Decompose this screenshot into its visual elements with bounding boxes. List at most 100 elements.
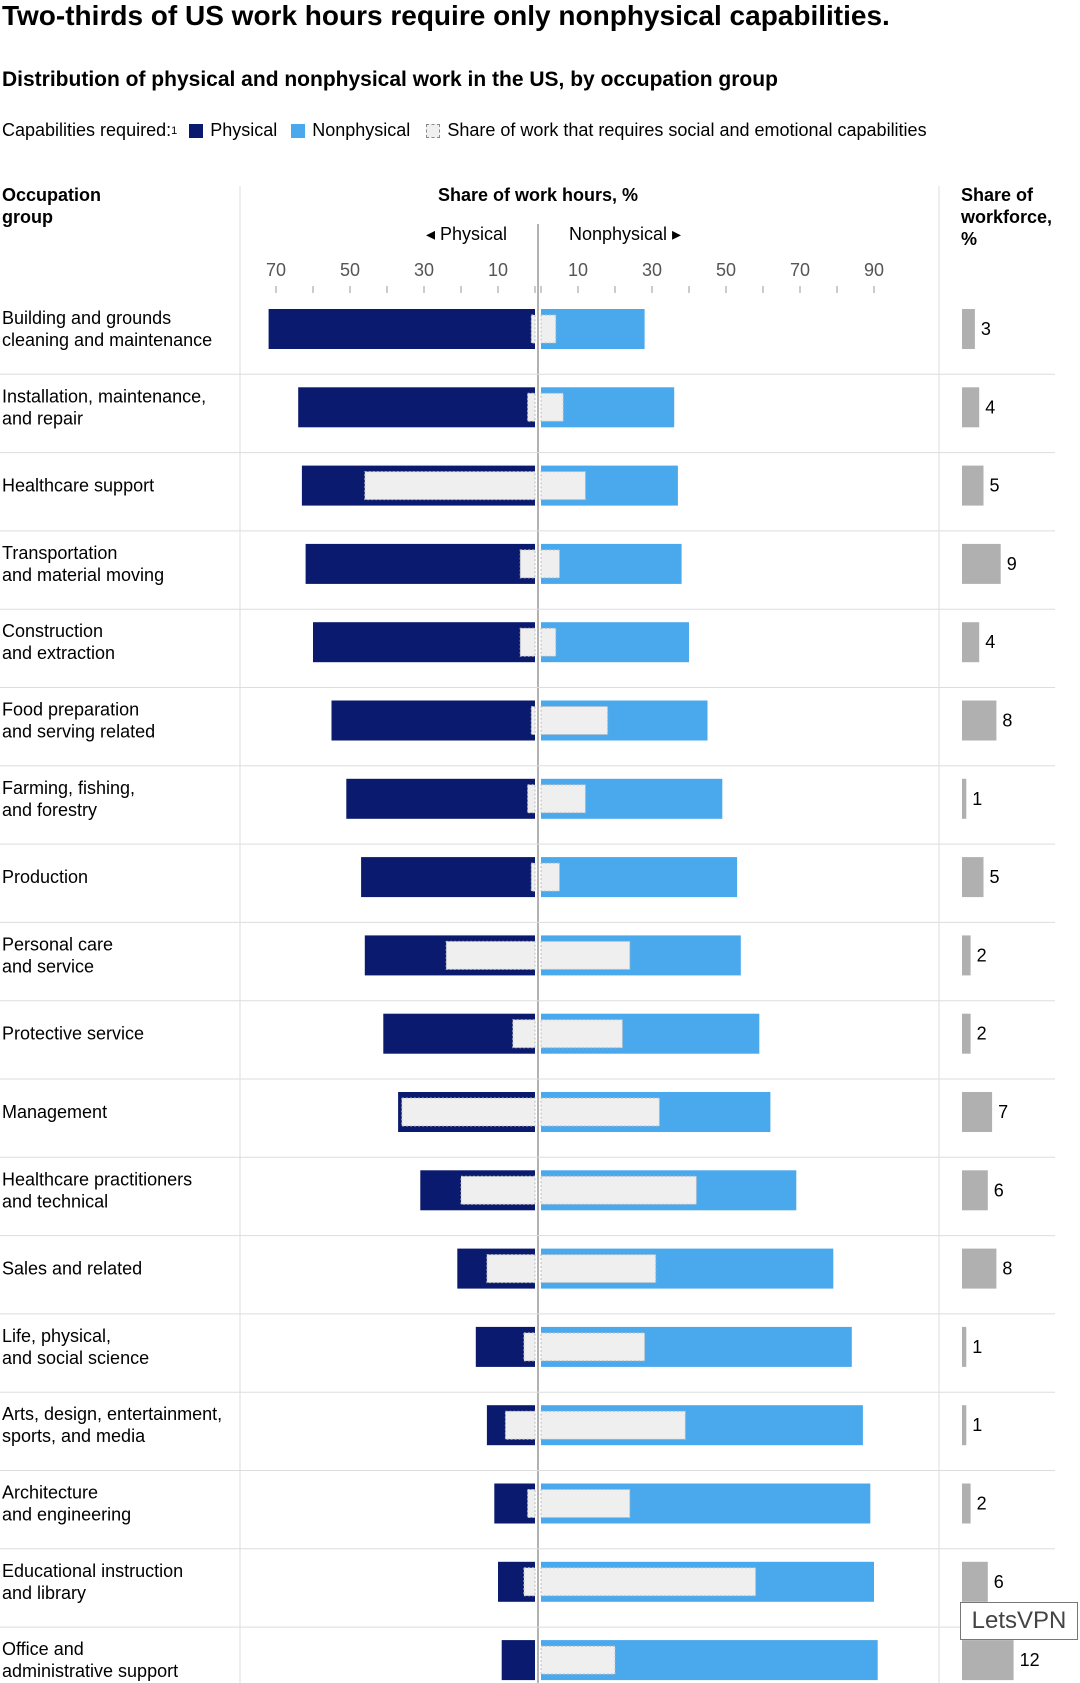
workforce-value: 2 xyxy=(977,1494,987,1514)
legend-social-swatch xyxy=(426,123,441,138)
category-label: and extraction xyxy=(2,643,115,663)
physical-social-bar xyxy=(530,314,536,344)
workforce-bar xyxy=(962,778,967,819)
category-label: Installation, maintenance, xyxy=(2,386,206,406)
physical-bar xyxy=(268,309,535,349)
workforce-bar xyxy=(962,465,984,506)
legend: Capabilities required: 1 Physical Nonphys… xyxy=(2,120,927,141)
workforce-bar xyxy=(962,1405,967,1446)
physical-social-bar xyxy=(512,1019,536,1049)
category-label: and material moving xyxy=(2,565,164,585)
legend-social-label: Share of work that requires social and e… xyxy=(447,120,927,140)
category-label: and library xyxy=(2,1583,86,1603)
physical-social-bar xyxy=(523,1567,536,1597)
nonphysical-social-bar xyxy=(540,1254,657,1284)
workforce-value: 5 xyxy=(990,476,1000,496)
legend-footnote: 1 xyxy=(171,124,178,137)
workforce-value: 2 xyxy=(977,945,987,965)
category-label: Management xyxy=(2,1102,107,1122)
nonphysical-social-bar xyxy=(540,1410,686,1440)
workforce-header-line1: Share of xyxy=(961,185,1034,205)
physical-bar xyxy=(331,700,535,741)
physical-social-bar xyxy=(445,940,536,970)
legend-nonphysical-label: Nonphysical xyxy=(312,120,411,140)
tick-label-right: 30 xyxy=(642,260,662,280)
physical-bar xyxy=(501,1640,535,1681)
workforce-value: 1 xyxy=(972,1337,982,1357)
workforce-value: 1 xyxy=(972,1415,982,1435)
tick-label-right: 50 xyxy=(716,260,736,280)
physical-social-bar xyxy=(527,784,536,814)
nonphysical-social-bar xyxy=(540,1175,697,1205)
category-label: and engineering xyxy=(2,1505,131,1525)
category-label: and repair xyxy=(2,408,83,428)
workforce-bar xyxy=(962,1248,997,1289)
nonphysical-social-bar xyxy=(540,1567,757,1597)
left-direction-label: ◂ Physical xyxy=(426,224,507,244)
category-label: Life, physical, xyxy=(2,1326,111,1346)
tick-label-left: 50 xyxy=(340,260,360,280)
workforce-value: 1 xyxy=(972,789,982,809)
physical-bar xyxy=(346,778,535,819)
nonphysical-bar xyxy=(541,622,689,663)
workforce-value: 4 xyxy=(985,632,995,652)
workforce-value: 4 xyxy=(985,397,995,417)
physical-social-bar xyxy=(504,1410,536,1440)
physical-bar xyxy=(383,1013,535,1054)
category-label: Construction xyxy=(2,621,103,641)
nonphysical-social-bar xyxy=(540,862,560,892)
workforce-value: 3 xyxy=(981,319,991,339)
physical-social-bar xyxy=(519,549,536,579)
category-label: Healthcare support xyxy=(2,476,154,496)
chart-title: Two-thirds of US work hours require only… xyxy=(2,0,890,31)
legend-physical-label: Physical xyxy=(210,120,278,140)
workforce-value: 9 xyxy=(1007,554,1017,574)
workforce-bar xyxy=(962,1013,971,1054)
workforce-bar xyxy=(962,935,971,976)
workforce-bar xyxy=(962,1326,967,1367)
category-label: sports, and media xyxy=(2,1426,146,1446)
category-label: and forestry xyxy=(2,800,97,820)
nonphysical-bar xyxy=(541,543,682,584)
category-label: Food preparation xyxy=(2,700,139,720)
workforce-value: 5 xyxy=(990,867,1000,887)
nonphysical-social-bar xyxy=(540,627,557,657)
watermark: LetsVPN xyxy=(960,1602,1078,1640)
category-label: Protective service xyxy=(2,1024,144,1044)
workforce-bar xyxy=(962,622,980,663)
category-label: and serving related xyxy=(2,722,155,742)
tick-label-right: 10 xyxy=(568,260,588,280)
workforce-bar xyxy=(962,1640,1014,1681)
category-label: and social science xyxy=(2,1348,149,1368)
workforce-bar xyxy=(962,309,975,349)
physical-social-bar xyxy=(486,1254,536,1284)
nonphysical-social-bar xyxy=(540,1097,660,1127)
legend-prefix: Capabilities required: xyxy=(2,120,172,140)
workforce-bar xyxy=(962,543,1001,584)
category-label: and service xyxy=(2,956,94,976)
nonphysical-social-bar xyxy=(540,1489,631,1518)
workforce-bar xyxy=(962,387,980,428)
workforce-value: 2 xyxy=(977,1024,987,1044)
physical-bar xyxy=(305,543,535,584)
legend-physical-swatch xyxy=(189,123,204,138)
workforce-value: 7 xyxy=(998,1102,1008,1122)
category-header-line1: Occupation xyxy=(2,185,101,205)
category-label: Office and xyxy=(2,1639,84,1659)
category-label: Building and grounds xyxy=(2,308,171,328)
nonphysical-social-bar xyxy=(540,314,557,344)
tick-label-right: 70 xyxy=(790,260,810,280)
category-label: Transportation xyxy=(2,543,117,563)
nonphysical-social-bar xyxy=(540,392,564,422)
nonphysical-social-bar xyxy=(540,549,560,579)
workforce-bar xyxy=(962,1092,993,1132)
workforce-value: 12 xyxy=(1020,1650,1040,1670)
workforce-value: 8 xyxy=(1002,711,1012,731)
physical-social-bar xyxy=(523,1332,536,1362)
nonphysical-social-bar xyxy=(540,940,631,970)
physical-social-bar xyxy=(530,862,536,892)
physical-social-bar xyxy=(530,706,536,735)
tick-label-left: 30 xyxy=(414,260,434,280)
workforce-header-line3: % xyxy=(961,229,977,249)
category-header-line2: group xyxy=(2,207,53,227)
